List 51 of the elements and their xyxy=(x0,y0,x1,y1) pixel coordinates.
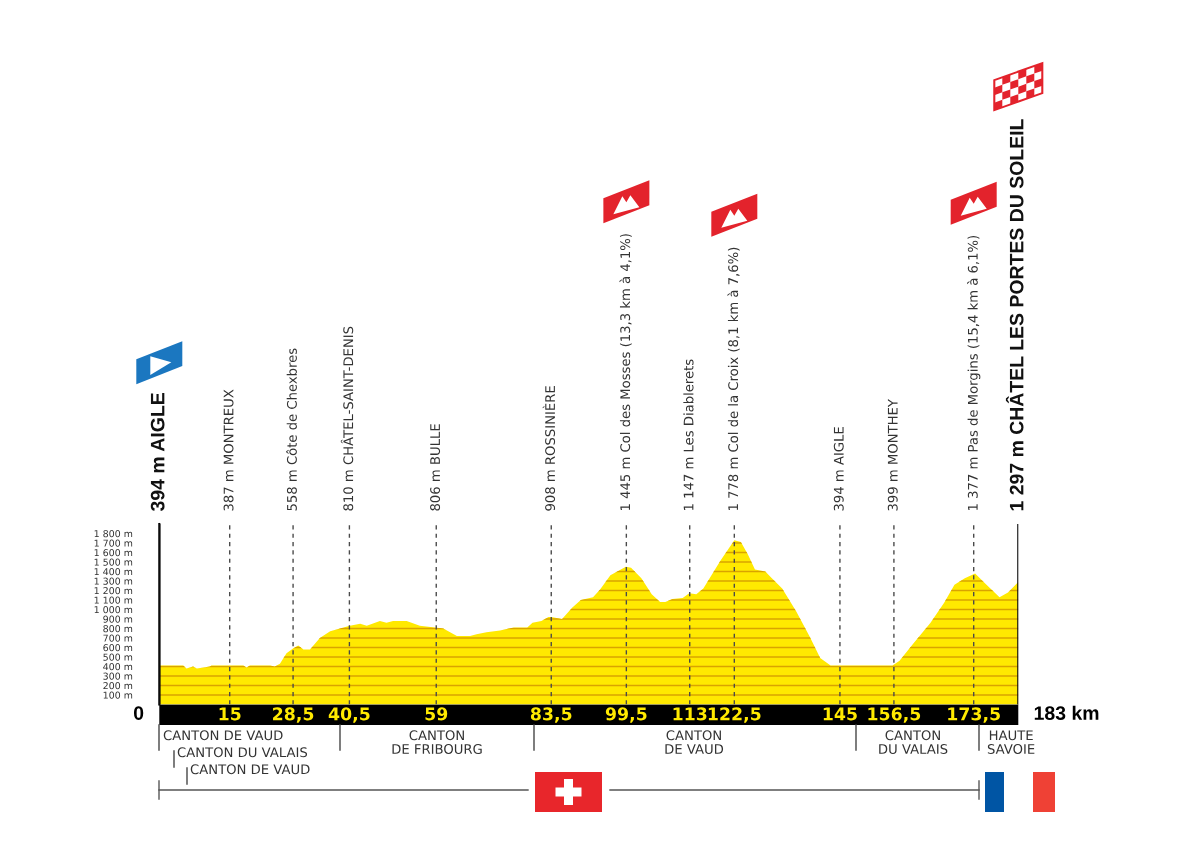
y-tick-label: 700 m xyxy=(103,634,133,642)
ref-line-label: 394 m AIGLE xyxy=(833,427,844,511)
y-tick-label: 1 700 m xyxy=(94,539,133,547)
x-tick-label: 15 xyxy=(219,707,241,721)
x-tick-label: 113 xyxy=(673,707,707,721)
x-tick-label: 145 xyxy=(823,707,857,721)
ref-line-label: 908 m ROSSINIÈRE xyxy=(542,386,556,511)
text: CANTON DU VALAIS xyxy=(879,730,948,754)
x-tick-label: 83,5 xyxy=(530,707,572,723)
y-tick-label: 600 m xyxy=(103,644,133,652)
y-tick-label: 300 m xyxy=(103,672,133,680)
y-tick-label: 500 m xyxy=(103,653,133,661)
y-tick-label: 1 300 m xyxy=(94,577,133,585)
ref-line-label: 1 377 m Pas de Morgins (15,4 km à 6,1%) xyxy=(967,235,981,511)
x-tick-label: 173,5 xyxy=(948,707,1000,723)
x-tick-label: 59 xyxy=(425,707,448,721)
ref-line-label: 1 778 m Col de la Croix (8,1 km à 7,6%) xyxy=(727,247,740,511)
x-tick-label: 28,5 xyxy=(273,707,314,723)
y-tick-label: 1 500 m xyxy=(94,558,133,566)
y-tick-label: 100 m xyxy=(103,691,133,699)
ref-line-label: 558 m Côte de Chexbres xyxy=(286,348,297,511)
y-tick-label: 200 m xyxy=(103,682,133,690)
y-tick-label: 1 100 m xyxy=(94,596,133,604)
ref-line-label: 810 m CHÂTEL-SAINT-DENIS xyxy=(340,326,354,511)
text: CANTON DE VAUD xyxy=(163,730,283,741)
annotation: 0 xyxy=(133,706,144,720)
ref-line-label: 806 m BULLE xyxy=(430,424,441,511)
ref-line-label: 1 445 m Col des Mosses (13,3 km à 4,1%) xyxy=(619,234,632,511)
y-tick-label: 1 600 m xyxy=(94,549,133,557)
ref-line-label: 1 147 m Les Diablerets xyxy=(683,359,694,511)
ref-line-label: 399 m MONTHEY xyxy=(887,399,898,511)
ref-line-label: 387 m MONTREUX xyxy=(223,389,234,511)
y-tick-label: 1 200 m xyxy=(94,587,133,595)
text: CANTON DE FRIBOURG xyxy=(392,730,482,754)
y-tick-label: 400 m xyxy=(103,663,133,671)
y-tick-label: 1 800 m xyxy=(94,530,133,538)
x-tick-label: 99,5 xyxy=(605,707,647,723)
text: CANTON DE VAUD xyxy=(665,730,724,754)
x-tick-label: 122,5 xyxy=(708,707,761,723)
y-tick-label: 1 400 m xyxy=(94,568,133,576)
text: CANTON DE VAUD xyxy=(190,764,310,775)
ref-line-label: 1 297 m CHÂTEL LES PORTES DU SOLEIL xyxy=(1005,119,1024,511)
x-tick-label: 40,5 xyxy=(328,707,370,723)
x-tick-label: 156,5 xyxy=(868,707,921,723)
y-tick-label: 1 000 m xyxy=(94,606,133,614)
y-tick-label: 800 m xyxy=(103,625,133,633)
annotation: 183 km xyxy=(1034,705,1099,720)
text: CANTON DU VALAIS xyxy=(177,747,308,758)
ref-line-label: 394 m AIGLE xyxy=(150,393,165,512)
text: HAUTE SAVOIE xyxy=(987,730,1035,754)
y-tick-label: 900 m xyxy=(103,615,133,623)
